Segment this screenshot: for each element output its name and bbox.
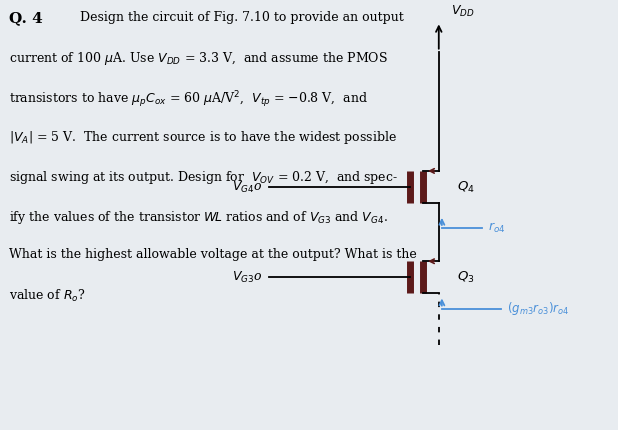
Text: $V_{G3}$o: $V_{G3}$o [232,270,263,285]
Text: ify the values of the transistor $\mathit{W\!L}$ ratios and of $V_{G3}$ and $V_{: ify the values of the transistor $\mathi… [9,209,388,226]
Text: $V_{DD}$: $V_{DD}$ [451,4,475,19]
Text: $V_{G4}$o: $V_{G4}$o [232,179,263,195]
Text: $Q_3$: $Q_3$ [457,270,475,285]
Text: Design the circuit of Fig. 7.10 to provide an output: Design the circuit of Fig. 7.10 to provi… [80,11,404,24]
Text: signal swing at its output. Design for  $V_{OV}$ = 0.2 V,  and spec-: signal swing at its output. Design for $… [9,169,398,186]
Text: current of 100 $\mu$A. Use $V_{DD}$ = 3.3 V,  and assume the PMOS: current of 100 $\mu$A. Use $V_{DD}$ = 3.… [9,50,388,68]
Text: What is the highest allowable voltage at the output? What is the: What is the highest allowable voltage at… [9,248,417,261]
Text: Q. 4: Q. 4 [9,11,43,25]
Text: $Q_4$: $Q_4$ [457,179,475,195]
Text: value of $R_o$?: value of $R_o$? [9,288,86,304]
Text: $r_{o4}$: $r_{o4}$ [488,221,506,235]
Text: transistors to have $\mu_pC_{ox}$ = 60 $\mu$A/V$^2$,  $V_{tp}$ = $-$0.8 V,  and: transistors to have $\mu_pC_{ox}$ = 60 $… [9,90,368,111]
Text: $|V_A|$ = 5 V.  The current source is to have the widest possible: $|V_A|$ = 5 V. The current source is to … [9,129,397,147]
Text: $(g_{m3}r_{o3})r_{o4}$: $(g_{m3}r_{o3})r_{o4}$ [507,300,569,317]
